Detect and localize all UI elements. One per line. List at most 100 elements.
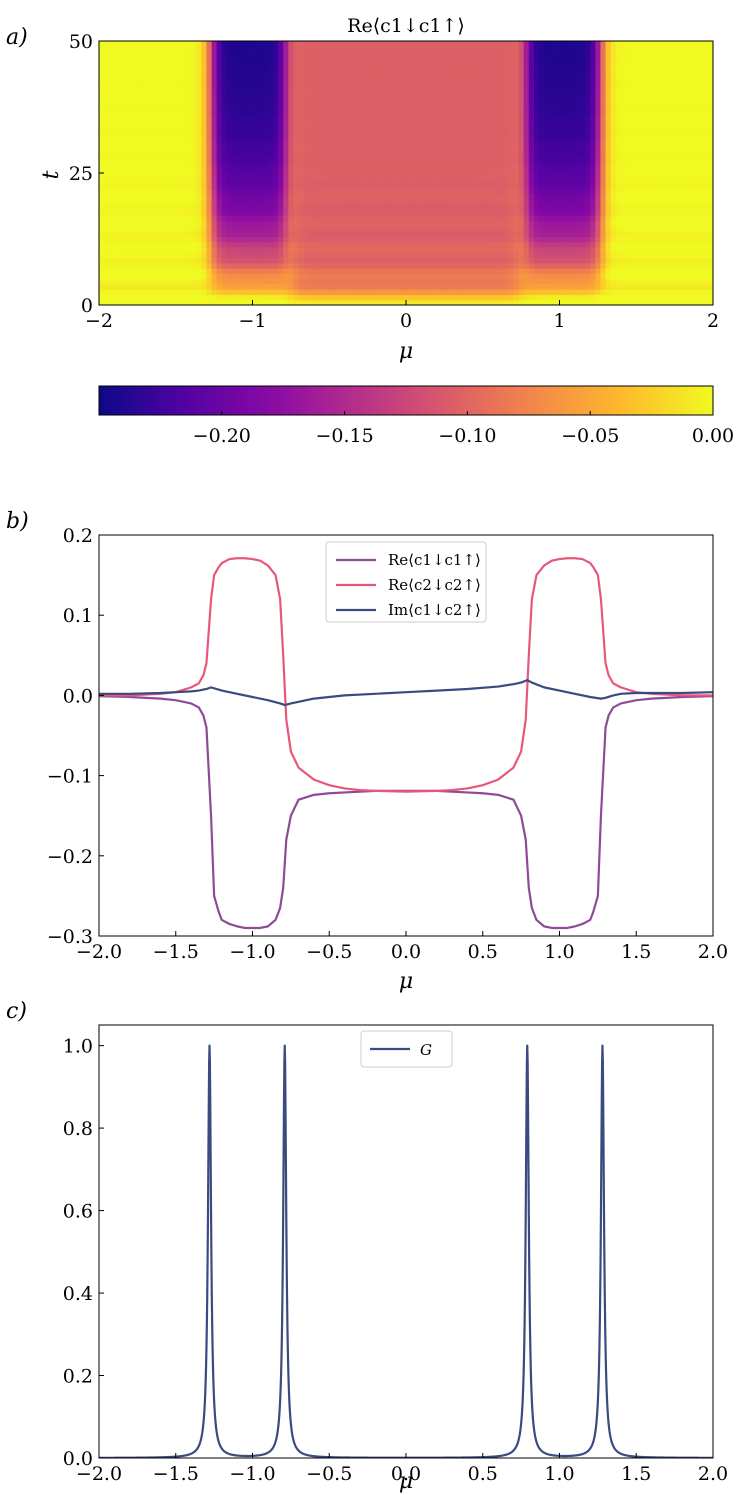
heatmap-cell [252, 278, 259, 285]
heatmap-cell [513, 252, 520, 259]
heatmap-cell [155, 109, 161, 116]
heatmap-cell [370, 99, 376, 105]
heatmap-cell [549, 262, 555, 269]
heatmap-cell [216, 136, 223, 142]
heatmap-cell [646, 88, 653, 95]
heatmap-cell [278, 99, 284, 105]
heatmap-cell [641, 188, 648, 195]
heatmap-cell [585, 178, 591, 185]
heatmap-cell [201, 209, 208, 216]
heatmap-cell [426, 225, 433, 232]
heatmap-cell [569, 273, 576, 280]
heatmap-cell [528, 278, 535, 285]
heatmap-cell [359, 252, 366, 259]
heatmap-cell [175, 299, 182, 305]
heatmap-cell [303, 178, 310, 185]
heatmap-cell [697, 273, 704, 280]
heatmap-cell [513, 246, 520, 253]
heatmap-cell [416, 278, 422, 285]
heatmap-cell [697, 225, 704, 232]
heatmap-cell [119, 241, 126, 248]
heatmap-cell [319, 162, 325, 169]
heatmap-cell [702, 93, 709, 100]
heatmap-cell [191, 162, 197, 169]
heatmap-cell [313, 104, 320, 111]
heatmap-cell [457, 199, 463, 206]
heatmap-cell [539, 262, 545, 269]
heatmap-cell [247, 88, 254, 95]
heatmap-cell [620, 157, 627, 164]
heatmap-cell [237, 183, 243, 190]
heatmap-cell [109, 262, 115, 269]
heatmap-cell [472, 183, 479, 190]
heatmap-cell [651, 173, 658, 179]
heatmap-cell [579, 114, 586, 121]
heatmap-cell [492, 199, 499, 206]
heatmap-cell [595, 109, 602, 116]
heatmap-cell [114, 283, 121, 290]
heatmap-cell [216, 252, 223, 259]
heatmap-cell [426, 209, 433, 216]
heatmap-cell [498, 194, 504, 200]
heatmap-cell [385, 231, 392, 237]
heatmap-cell [185, 231, 192, 237]
heatmap-cell [395, 241, 402, 248]
heatmap-cell [508, 209, 515, 216]
heatmap-cell [518, 146, 525, 153]
heatmap-cell [139, 93, 146, 100]
heatmap-cell [201, 125, 208, 132]
heatmap-cell [155, 215, 161, 222]
heatmap-cell [411, 283, 417, 290]
heatmap-cell [661, 194, 668, 200]
heatmap-cell [697, 114, 704, 121]
heatmap-cell [508, 120, 515, 127]
heatmap-cell [365, 99, 371, 105]
heatmap-cell [354, 204, 361, 211]
heatmap-cell [283, 252, 289, 259]
heatmap-cell [288, 136, 295, 142]
heatmap-cell [278, 204, 284, 211]
heatmap-cell [375, 241, 382, 248]
heatmap-cell [160, 220, 167, 227]
heatmap-cell [605, 178, 612, 185]
heatmap-cell [165, 273, 172, 280]
heatmap-cell [99, 252, 105, 259]
heatmap-cell [585, 109, 591, 116]
heatmap-cell [533, 99, 540, 105]
heatmap-cell [615, 236, 622, 243]
heatmap-cell [395, 130, 402, 137]
heatmap-cell [533, 125, 540, 132]
heatmap-cell [211, 273, 218, 280]
heatmap-cell [457, 241, 463, 248]
heatmap-cell [196, 294, 202, 301]
heatmap-cell [288, 215, 295, 222]
heatmap-cell [533, 141, 540, 148]
heatmap-cell [165, 99, 172, 105]
heatmap-cell [446, 220, 453, 227]
heatmap-cell [436, 241, 443, 248]
heatmap-cell [211, 104, 218, 111]
heatmap-cell [278, 299, 284, 305]
heatmap-cell [339, 120, 346, 127]
heatmap-cell [513, 173, 520, 179]
heatmap-cell [303, 268, 310, 274]
heatmap-cell [272, 294, 279, 301]
heatmap-cell [196, 88, 202, 95]
heatmap-cell [119, 141, 126, 148]
heatmap-cell [267, 151, 274, 158]
heatmap-cell [165, 83, 172, 90]
heatmap-cell [707, 294, 713, 301]
heatmap-cell [431, 273, 438, 280]
heatmap-cell [180, 194, 187, 200]
heatmap-cell [539, 188, 545, 195]
heatmap-cell [498, 204, 504, 211]
heatmap-cell [692, 167, 699, 174]
heatmap-cell [416, 225, 422, 232]
heatmap-cell [365, 136, 371, 142]
heatmap-cell [539, 257, 545, 264]
heatmap-cell [226, 294, 233, 301]
heatmap-cell [334, 278, 341, 285]
heatmap-cell [523, 125, 530, 132]
heatmap-cell [150, 83, 156, 90]
heatmap-cell [385, 268, 392, 274]
